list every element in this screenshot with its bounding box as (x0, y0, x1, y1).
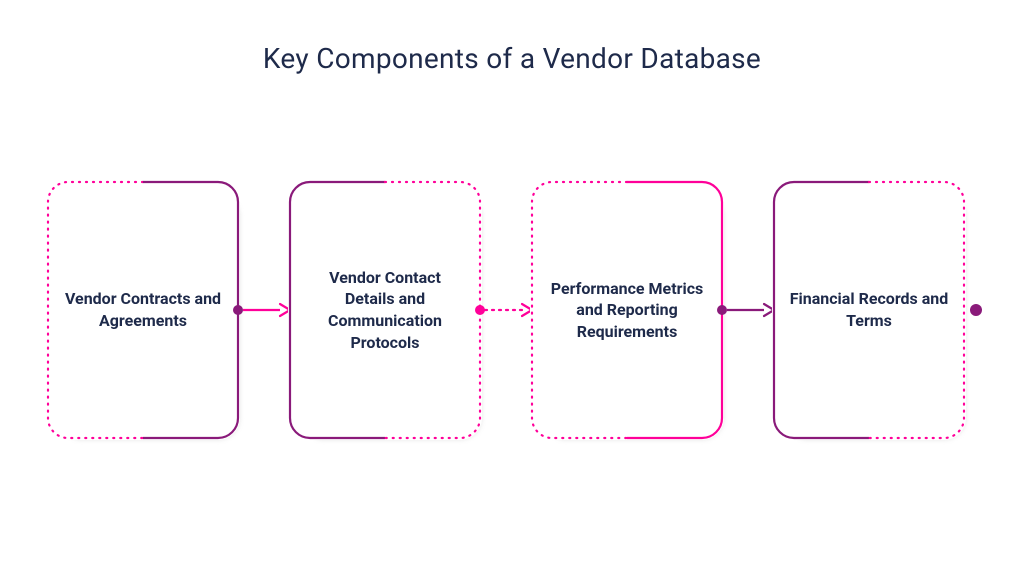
arrow-3 (722, 300, 774, 320)
card-2: Vendor Contact Details and Communication… (288, 180, 482, 440)
card-body: Financial Records and Terms (772, 180, 966, 440)
card-body: Vendor Contracts and Agreements (46, 180, 240, 440)
card-label: Performance Metrics and Reporting Requir… (546, 278, 708, 343)
tail-dot-icon (970, 304, 982, 316)
card-label: Vendor Contracts and Agreements (62, 288, 224, 331)
card-3: Performance Metrics and Reporting Requir… (530, 180, 724, 440)
card-body: Performance Metrics and Reporting Requir… (530, 180, 724, 440)
card-label: Vendor Contact Details and Communication… (304, 267, 466, 353)
arrow-1 (238, 300, 290, 320)
flow-container: Vendor Contracts and Agreements Vendor C… (46, 180, 978, 440)
card-4: Financial Records and Terms (772, 180, 966, 440)
card-body: Vendor Contact Details and Communication… (288, 180, 482, 440)
arrow-2 (480, 300, 532, 320)
page-title: Key Components of a Vendor Database (0, 0, 1024, 75)
card-label: Financial Records and Terms (788, 288, 950, 331)
card-1: Vendor Contracts and Agreements (46, 180, 240, 440)
